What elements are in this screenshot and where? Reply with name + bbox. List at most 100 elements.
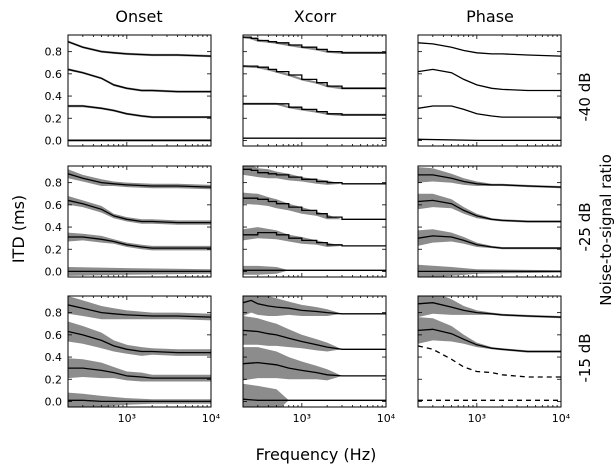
y-tick-label: 0.4 — [45, 221, 63, 234]
x-tick-label: 10⁴ — [552, 412, 571, 425]
variability-band — [243, 65, 386, 90]
series-line-3 — [418, 105, 561, 118]
variability-band — [68, 392, 211, 407]
series-line-1 — [418, 174, 561, 188]
panel-40-db-phase — [417, 34, 562, 147]
y-tick-label: 0.6 — [45, 68, 63, 81]
y-tick-label: 0.2 — [45, 243, 63, 256]
series-line-1 — [418, 302, 561, 318]
panel-15-db-xcorr: 10³ 10⁴ — [242, 295, 396, 425]
panel-25-db-onset: 0.0 0.2 0.4 0.6 0.8 — [45, 165, 212, 278]
x-tick-label: 10⁴ — [377, 412, 396, 425]
variability-band — [68, 169, 211, 190]
series-line-2 — [243, 65, 386, 89]
panel-25-db-xcorr — [242, 165, 387, 278]
column-title-onset: Onset — [115, 7, 162, 26]
series-line-2 — [243, 329, 386, 350]
y-tick-label: 0.0 — [45, 134, 63, 147]
plot-area — [68, 296, 211, 407]
variability-band — [243, 227, 386, 247]
plot-area — [243, 296, 386, 407]
variability-band — [418, 296, 561, 319]
panel-frame — [67, 295, 212, 408]
series-line-1 — [243, 299, 386, 315]
series-line-2 — [418, 199, 561, 223]
series-line-1 — [68, 41, 211, 57]
y-tick-label: 0.0 — [45, 395, 63, 408]
panel-frame — [242, 295, 387, 408]
series-line-3 — [68, 367, 211, 379]
x-tick-label: 10⁴ — [202, 412, 221, 425]
panel-frame — [67, 165, 212, 278]
series-line-4 — [68, 399, 211, 403]
y-tick-label: 0.2 — [45, 112, 63, 125]
series-line-1 — [243, 168, 386, 185]
variability-band — [243, 166, 386, 185]
plot-area — [68, 40, 211, 142]
variability-band — [68, 196, 211, 225]
series-line-1 — [68, 304, 211, 318]
plot-area — [418, 42, 561, 142]
series-line-4 — [243, 398, 386, 401]
plot-area — [418, 167, 561, 277]
y-axis-title: ITD (ms) — [9, 195, 28, 263]
plot-area — [68, 169, 211, 276]
variability-band — [68, 358, 211, 382]
variability-band — [418, 167, 561, 189]
panel-40-db-onset: 0.0 0.2 0.4 0.6 0.8 — [45, 34, 212, 147]
panel-frame — [417, 295, 562, 408]
series-line-2 — [68, 68, 211, 93]
series-line-3 — [418, 235, 561, 249]
y-tick-label: 0.8 — [45, 177, 63, 190]
x-axis-title: Frequency (Hz) — [256, 445, 377, 464]
variability-band — [418, 317, 561, 353]
variability-band — [243, 265, 386, 275]
series-line-3 — [243, 361, 386, 377]
series-line-2 — [418, 68, 561, 92]
row-label-minus25: -25 dB — [576, 202, 594, 251]
panel-frame — [417, 34, 562, 147]
series-line-3 — [243, 231, 386, 247]
panels: 0.00.20.40.60.80.00.20.40.60.80.00.20.40… — [45, 34, 571, 425]
series-line-2 — [243, 197, 386, 220]
variability-band — [68, 68, 211, 93]
series-line-3 — [68, 105, 211, 118]
column-title-phase: Phase — [466, 7, 514, 26]
variability-band — [243, 347, 386, 381]
panel-15-db-onset: 0.0 0.2 0.4 0.6 0.8 10³ 10⁴ — [45, 295, 221, 425]
row-label-minus40: -40 dB — [576, 72, 594, 121]
plot-area — [243, 36, 386, 139]
plot-area — [243, 166, 386, 275]
y-tick-label: 0.6 — [45, 199, 63, 212]
panel-40-db-xcorr — [242, 34, 387, 147]
panel-frame — [242, 34, 387, 147]
y-tick-label: 0.4 — [45, 90, 63, 103]
series-line-1 — [68, 173, 211, 188]
y-tick-label: 0.8 — [45, 46, 63, 59]
x-tick-label: 10³ — [293, 412, 311, 425]
y-tick-label: 0.2 — [45, 373, 63, 386]
panel-15-db-phase: 10³ 10⁴ — [417, 295, 571, 425]
y-tick-label: 0.8 — [45, 307, 63, 320]
panel-frame — [417, 165, 562, 278]
x-tick-label: 10³ — [468, 412, 486, 425]
series-line-3 — [418, 345, 561, 378]
variability-band — [243, 316, 386, 352]
series-line-2 — [68, 199, 211, 224]
panel-frame — [242, 165, 387, 278]
right-axis-title: Noise-to-signal ratio — [597, 154, 615, 306]
series-line-2 — [68, 330, 211, 354]
column-title-xcorr: Xcorr — [294, 7, 337, 26]
series-line-3 — [68, 236, 211, 249]
variability-band — [418, 229, 561, 250]
variability-band — [68, 321, 211, 356]
variability-band — [243, 383, 386, 407]
panel-frame — [67, 34, 212, 147]
series-line-4 — [418, 138, 561, 142]
plot-area — [418, 296, 561, 401]
variability-band — [418, 193, 561, 223]
variability-band — [243, 192, 386, 220]
variability-band — [68, 296, 211, 321]
x-tick-label: 10³ — [118, 412, 136, 425]
